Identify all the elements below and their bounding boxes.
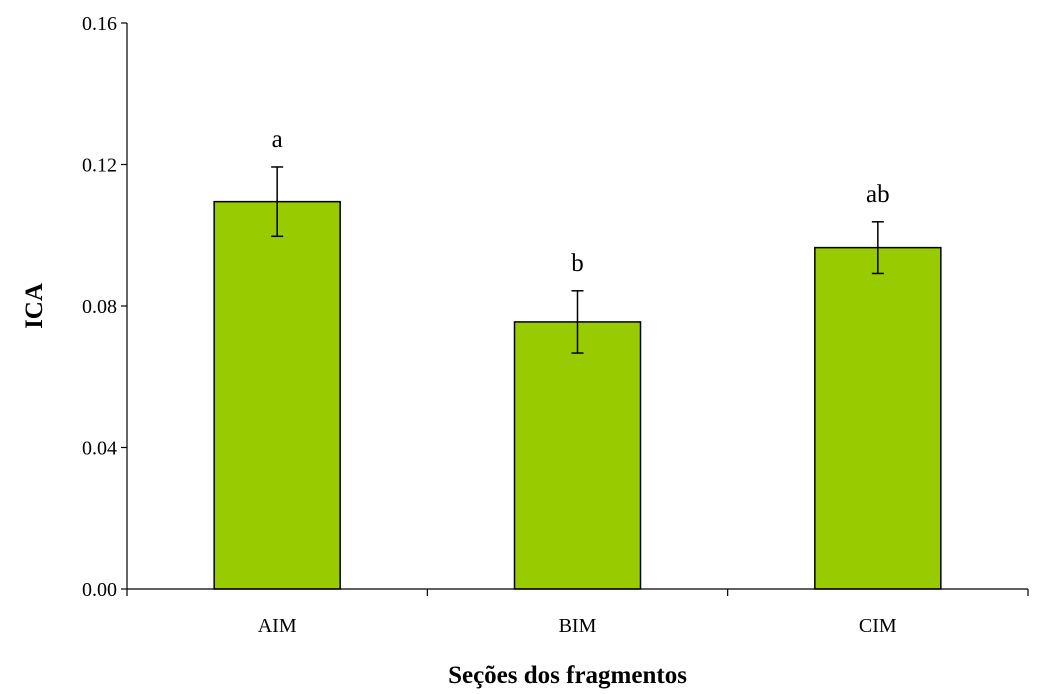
bar [513, 321, 642, 590]
x-tick-label: AIM [258, 615, 297, 637]
x-axis-ticks: AIM BIM CIM [126, 589, 1029, 637]
y-axis-title: ICA [21, 283, 48, 329]
y-tick-label: 0.00 [82, 579, 117, 601]
axes [126, 23, 1028, 590]
bar [814, 246, 942, 590]
significance-label: ab [866, 181, 890, 208]
bar [213, 200, 341, 590]
significance-label: a [272, 126, 283, 153]
x-tick-label: BIM [559, 615, 597, 637]
y-tick-label: 0.16 [82, 13, 117, 35]
y-axis-ticks: 0.00 0.04 0.08 0.12 0.16 [82, 13, 127, 601]
significance-label: b [571, 250, 584, 277]
y-tick-label: 0.04 [82, 438, 117, 460]
y-tick-label: 0.12 [82, 155, 117, 177]
x-tick-label: CIM [859, 615, 897, 637]
x-axis-title: Seções dos fragmentos [448, 662, 687, 689]
y-tick-label: 0.08 [82, 296, 117, 318]
